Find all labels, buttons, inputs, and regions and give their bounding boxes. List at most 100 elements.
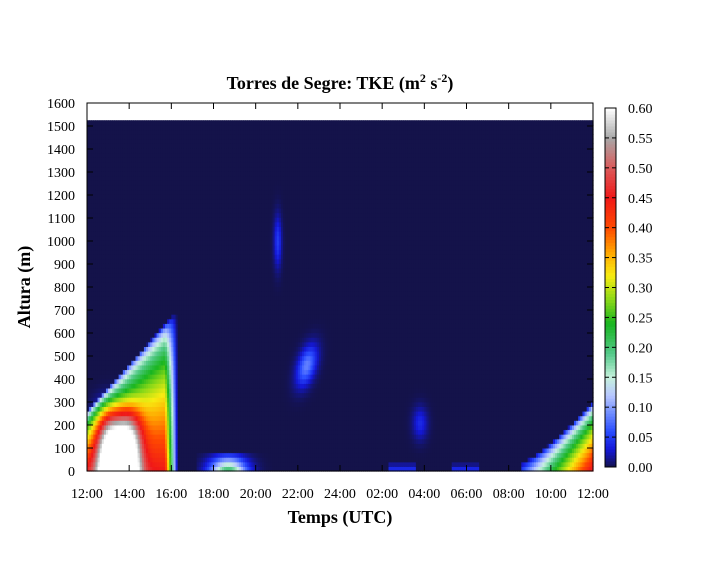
heatmap-cell [154, 184, 158, 191]
heatmap-cell [108, 152, 111, 158]
heatmap-cell [175, 138, 179, 144]
heatmap-cell [162, 424, 166, 431]
heatmap-cell [103, 341, 107, 347]
heatmap-cell [108, 415, 111, 421]
heatmap-cell [103, 438, 107, 444]
heatmap-cell [120, 420, 124, 426]
heatmap-cell [162, 147, 166, 154]
heatmap-cell [118, 424, 122, 431]
heatmap-cell [173, 235, 177, 241]
heatmap-cell [87, 134, 90, 140]
heatmap-cell [209, 244, 212, 251]
heatmap-cell [154, 415, 158, 421]
heatmap-cell [91, 235, 94, 241]
heatmap-cell [124, 198, 128, 204]
heatmap-cell [87, 318, 90, 324]
heatmap-cell [192, 161, 196, 168]
heatmap-cell [120, 401, 124, 407]
heatmap-cell [120, 443, 124, 449]
heatmap-cell [141, 438, 145, 444]
heatmap-cell [137, 286, 141, 292]
heatmap-cell [139, 318, 143, 324]
heatmap-cell [165, 364, 168, 371]
heatmap-cell [190, 466, 194, 472]
heatmap-cell [177, 258, 181, 264]
heatmap-cell [183, 203, 187, 209]
heatmap-cell [188, 226, 191, 232]
heatmap-cell [127, 466, 130, 472]
heatmap-cell [99, 147, 103, 154]
heatmap-cell [91, 411, 94, 417]
heatmap-cell [169, 369, 172, 375]
heatmap-cell [194, 378, 198, 384]
heatmap-cell [215, 415, 219, 421]
heatmap-cells [87, 120, 594, 472]
heatmap-cell [209, 327, 212, 334]
heatmap-cell [183, 411, 187, 417]
heatmap-cell [122, 351, 126, 357]
heatmap-cell [173, 374, 177, 380]
heatmap-cell [200, 300, 204, 306]
heatmap-cell [162, 411, 166, 417]
heatmap-cell [91, 281, 94, 287]
heatmap-cell [156, 272, 160, 278]
heatmap-cell [177, 272, 181, 278]
heatmap-cell [143, 351, 147, 357]
heatmap-cell [118, 138, 122, 144]
heatmap-cell [97, 318, 101, 324]
heatmap-cell [215, 143, 219, 149]
heatmap-cell [217, 420, 221, 426]
heatmap-cell [116, 429, 120, 435]
heatmap-cell [89, 258, 92, 264]
heatmap-cell [131, 152, 134, 158]
heatmap-cell [87, 281, 90, 287]
heatmap-cell [162, 392, 166, 398]
heatmap-cell [152, 355, 156, 361]
heatmap-cell [146, 318, 149, 324]
heatmap-cell [143, 221, 147, 227]
heatmap-cell [175, 438, 179, 444]
heatmap-cell [139, 138, 143, 144]
heatmap-cell [188, 171, 191, 177]
heatmap-cell [110, 217, 113, 223]
heatmap-cell [167, 438, 170, 444]
heatmap-cell [99, 161, 103, 168]
heatmap-cell [91, 240, 94, 246]
heatmap-cell [156, 406, 160, 412]
heatmap-cell [110, 124, 113, 131]
heatmap-cell [89, 231, 92, 237]
heatmap-cell [224, 429, 227, 435]
heatmap-cell [122, 415, 126, 421]
heatmap-cell [133, 207, 137, 214]
heatmap-cell [165, 129, 168, 135]
heatmap-cell [165, 175, 168, 181]
heatmap-cell [169, 327, 172, 334]
heatmap-cell [103, 392, 107, 398]
heatmap-cell [150, 397, 153, 403]
heatmap-cell [169, 120, 172, 126]
heatmap-cell [188, 180, 191, 186]
heatmap-cell [146, 420, 149, 426]
heatmap-cell [188, 258, 191, 264]
heatmap-cell [154, 166, 158, 172]
heatmap-cell [150, 387, 153, 394]
heatmap-cell [148, 143, 151, 149]
heatmap-cell [171, 281, 175, 287]
heatmap-cell [158, 323, 162, 329]
heatmap-cell [175, 323, 179, 329]
heatmap-cell [183, 341, 187, 347]
heatmap-cell [118, 291, 122, 297]
heatmap-cell [215, 346, 219, 352]
heatmap-cell [156, 180, 160, 186]
heatmap-cell [167, 387, 170, 394]
heatmap-cell [118, 429, 122, 435]
heatmap-cell [99, 295, 103, 301]
heatmap-cell [179, 332, 183, 338]
heatmap-cell [190, 184, 194, 191]
heatmap-cell [127, 198, 130, 204]
heatmap-cell [137, 387, 141, 394]
heatmap-cell [183, 392, 187, 398]
heatmap-cell [169, 147, 172, 154]
heatmap-cell [116, 401, 120, 407]
heatmap-cell [194, 147, 198, 154]
